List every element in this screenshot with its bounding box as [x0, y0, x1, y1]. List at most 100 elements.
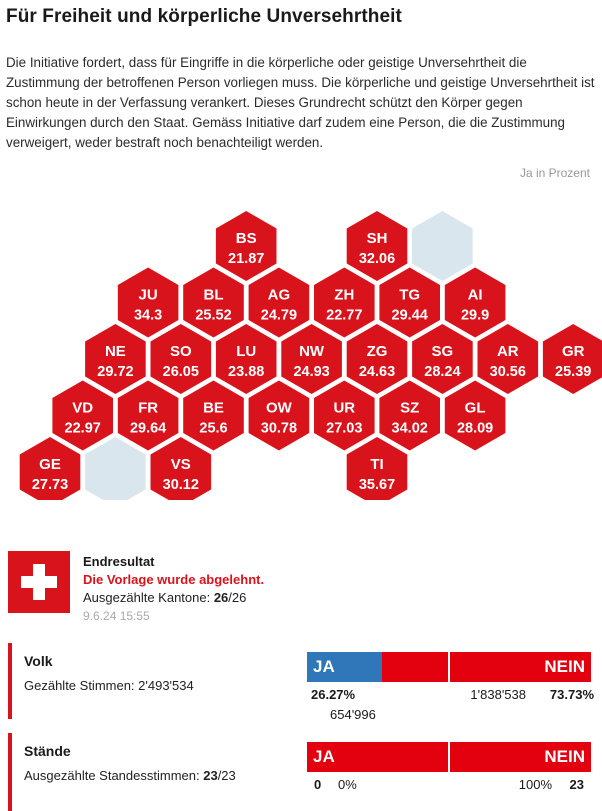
hex-value-bl: 25.52: [195, 308, 231, 324]
hex-gl[interactable]: [444, 380, 506, 451]
hex-nw[interactable]: [281, 324, 342, 394]
volk-nein-votes: 1'838'538: [470, 687, 526, 702]
hex-label-zh: ZH: [334, 287, 354, 304]
hex-value-nw: 24.93: [293, 364, 329, 380]
hex-label-bs: BS: [236, 230, 257, 247]
hex-vs[interactable]: [150, 437, 212, 500]
hex-value-zh: 22.77: [326, 308, 362, 324]
staende-counted: Ausgezählte Standesstimmen: 23/23: [24, 768, 236, 783]
hex-tg[interactable]: [379, 267, 440, 338]
result-heading: Endresultat: [83, 554, 155, 569]
hex-ju[interactable]: [117, 267, 179, 338]
hex-zg[interactable]: [346, 324, 408, 394]
hex-label-gl: GL: [465, 400, 486, 417]
hex-label-sz: SZ: [400, 400, 419, 417]
hex-be[interactable]: [183, 380, 244, 451]
hex-value-lu: 23.88: [228, 364, 264, 380]
hex-label-sh: SH: [367, 230, 388, 247]
volk-ja-votes: 654'996: [330, 707, 376, 722]
hex-label-nw: NW: [299, 343, 325, 360]
hex-value-ar: 30.56: [490, 364, 526, 380]
hex-label-be: BE: [203, 400, 224, 417]
hex-label-gr: GR: [562, 343, 585, 360]
hex-value-sz: 34.02: [392, 421, 428, 437]
hex-ow[interactable]: [248, 380, 310, 451]
hex-label-tg: TG: [399, 287, 420, 304]
unit-label: Ja in Prozent: [519, 166, 590, 180]
hex-label-lu: LU: [236, 343, 256, 360]
hex-value-ju: 34.3: [134, 308, 162, 324]
volk-counted-votes: Gezählte Stimmen: 2'493'534: [24, 678, 194, 693]
hex-label-sg: SG: [432, 343, 454, 360]
volk-row: Volk Gezählte Stimmen: 2'493'534 JA NEIN…: [8, 643, 598, 722]
swiss-flag-icon: [8, 551, 70, 613]
staende-ja-percent: 0%: [338, 777, 357, 792]
hex-label-ar: AR: [497, 343, 519, 360]
hex-label-ne: NE: [105, 343, 126, 360]
staende-nein-label: NEIN: [544, 747, 585, 766]
staende-ja-label: JA: [313, 747, 335, 766]
hex-label-ti: TI: [370, 456, 383, 473]
hex-label-zg: ZG: [367, 343, 388, 360]
hex-ur[interactable]: [314, 380, 375, 451]
hex-value-zg: 24.63: [359, 364, 395, 380]
hex-ge[interactable]: [19, 437, 81, 500]
hex-value-tg: 29.44: [392, 308, 428, 324]
hex-zh[interactable]: [314, 267, 375, 338]
hex-value-ow: 30.78: [261, 421, 297, 437]
hex-value-ur: 27.03: [326, 421, 362, 437]
staende-nein-percent: 100%: [518, 777, 552, 792]
hex-ne[interactable]: [85, 324, 146, 394]
hex-value-be: 25.6: [199, 421, 227, 437]
volk-ja-fill: [307, 652, 382, 682]
hex-bl[interactable]: [183, 267, 244, 338]
hex-value-bs: 21.87: [228, 251, 264, 267]
hex-label-ag: AG: [268, 287, 291, 304]
hex-label-ai: AI: [468, 287, 483, 304]
cantons-counted: Ausgezählte Kantone: 26/26: [83, 590, 247, 605]
hex-ti[interactable]: [346, 437, 408, 500]
staende-label: Stände: [24, 743, 71, 759]
hex-value-vd: 22.97: [65, 421, 101, 437]
hex-fr[interactable]: [117, 380, 179, 451]
hex-value-gl: 28.09: [457, 421, 493, 437]
hex-label-ow: OW: [266, 400, 293, 417]
canton-hex-map: BS 21.87 SH 32.06 JU 34.3 BL 25.52 AG 24.79 ZH 22.7…: [19, 211, 602, 500]
hex-value-fr: 29.64: [130, 421, 166, 437]
hex-ag[interactable]: [248, 267, 310, 338]
hex-so[interactable]: [150, 324, 212, 394]
hex-lu[interactable]: [215, 324, 277, 394]
staende-row: Stände Ausgezählte Standesstimmen: 23/23…: [8, 733, 598, 811]
result-status: Die Vorlage wurde abgelehnt.: [83, 572, 265, 587]
hex-value-ge: 27.73: [32, 477, 68, 493]
hex-sh[interactable]: [346, 211, 408, 281]
hex-ai[interactable]: [444, 267, 506, 338]
hex-value-ai: 29.9: [461, 308, 489, 324]
hex-bs[interactable]: [215, 211, 277, 281]
hex-sg[interactable]: [412, 324, 473, 394]
volk-ja-label: JA: [313, 657, 335, 676]
staende-ja-count: 0: [314, 777, 322, 792]
hex-ar[interactable]: [477, 324, 539, 394]
hex-value-ne: 29.72: [97, 364, 133, 380]
volk-label: Volk: [24, 653, 53, 669]
hex-vd[interactable]: [52, 380, 113, 451]
hex-label-vd: VD: [72, 400, 93, 417]
hex-label-vs: VS: [171, 456, 191, 473]
final-result: Endresultat Die Vorlage wurde abgelehnt.…: [8, 551, 598, 631]
staende-result-bar: JA NEIN: [307, 742, 591, 772]
hex-sz[interactable]: [379, 380, 440, 451]
hex-gr[interactable]: [542, 324, 602, 394]
intro-text: Die Initiative fordert, dass für Eingrif…: [6, 55, 595, 150]
hex-label-so: SO: [170, 343, 192, 360]
staende-nein-count: 23: [569, 777, 584, 792]
volk-nein-percent: 73.73%: [549, 687, 594, 702]
volk-ja-percent: 26.27%: [311, 687, 356, 702]
hex-value-gr: 25.39: [555, 364, 591, 380]
volk-result-bar: JA NEIN: [307, 652, 591, 682]
hex-value-vs: 30.12: [163, 477, 199, 493]
empty-hex-0: [412, 211, 473, 281]
hex-label-ju: JU: [139, 287, 158, 304]
hex-value-so: 26.05: [163, 364, 199, 380]
result-timestamp: 9.6.24 15:55: [83, 609, 150, 623]
